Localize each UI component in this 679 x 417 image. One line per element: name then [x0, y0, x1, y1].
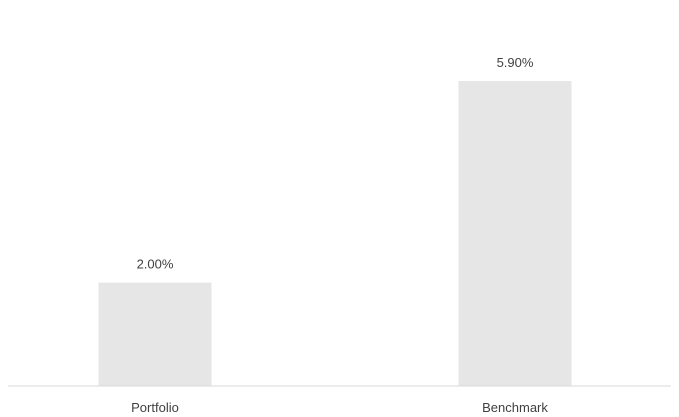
bar-benchmark [458, 81, 572, 386]
category-label-benchmark: Benchmark [482, 400, 548, 415]
value-labels-group: 2.00% 5.90% [137, 55, 534, 272]
bars-group [98, 81, 572, 386]
category-label-portfolio: Portfolio [131, 400, 179, 415]
category-labels-group: Portfolio Benchmark [131, 400, 548, 415]
value-label-benchmark: 5.90% [497, 55, 534, 70]
bar-portfolio [98, 282, 212, 386]
value-label-portfolio: 2.00% [137, 257, 174, 272]
